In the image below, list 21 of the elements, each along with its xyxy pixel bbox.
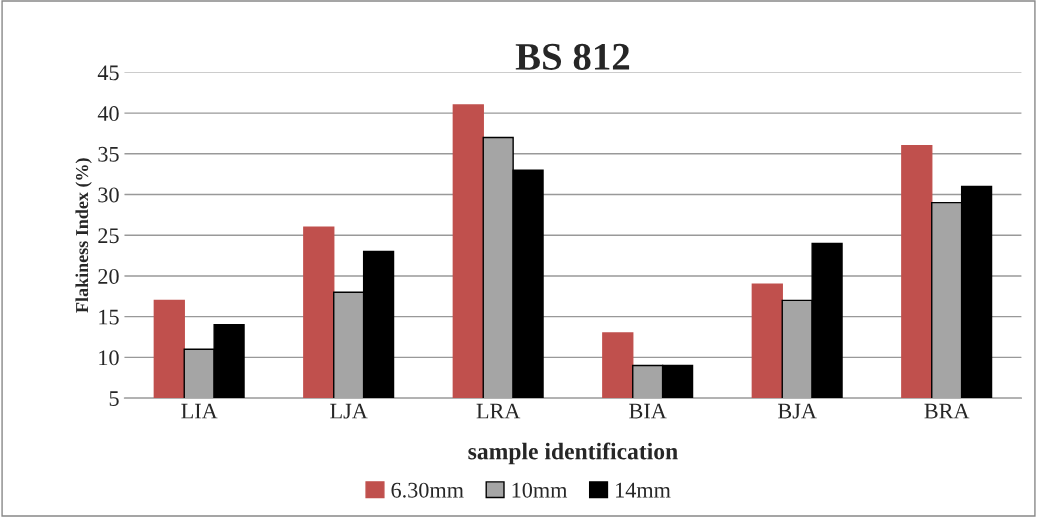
y-tick-label: 10: [99, 350, 119, 366]
chart-title: BS 812: [515, 43, 630, 70]
y-tick-label: 40: [97, 106, 119, 122]
legend-label: 10mm: [512, 482, 568, 498]
x-axis-title: sample identification: [468, 442, 678, 465]
y-axis-title: Flakiness Index (%): [75, 158, 92, 313]
y-tick-label: 45: [97, 65, 119, 81]
legend-label: 14mm: [616, 482, 671, 498]
x-tick-label: BJA: [778, 403, 817, 419]
x-tick-label: LRA: [476, 403, 521, 419]
y-tick-label: 15: [99, 309, 119, 325]
x-tick-label: LJA: [330, 403, 368, 419]
y-tick-label: 25: [98, 228, 119, 244]
y-tick-label: 35: [98, 146, 119, 162]
legend-label: 6.30mm: [391, 482, 464, 498]
y-tick-label: 30: [98, 187, 119, 203]
y-tick-label: 20: [98, 268, 119, 284]
x-tick-label: BRA: [924, 403, 970, 419]
y-tick-label: 5: [109, 391, 119, 407]
x-tick-label: LIA: [181, 403, 218, 419]
x-tick-label: BIA: [629, 403, 667, 419]
